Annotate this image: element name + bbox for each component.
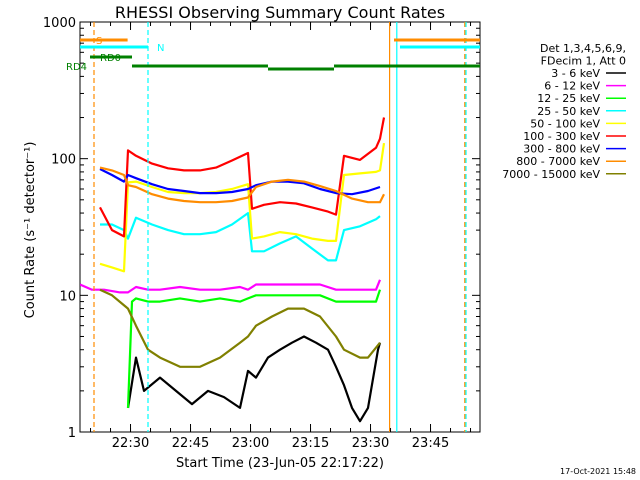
ticks-layer: 22:30 22:45 23:00 23:15 23:30 23:45 1 10 100 1000 — [43, 16, 480, 451]
series-line-6 — [99, 168, 381, 196]
y-tick-label-1: 10 — [59, 289, 76, 304]
x-tick-label-5: 23:45 — [412, 436, 449, 451]
flag-label-rd4: RD4 — [66, 62, 87, 73]
legend-label-3: 25 - 50 keV — [537, 105, 600, 118]
legend-label-6: 300 - 800 keV — [523, 143, 600, 156]
legend: Det 1,3,4,5,6,9,FDecim 1, Att 03 - 6 keV… — [502, 42, 626, 181]
plot-border — [79, 21, 481, 433]
flag-label-s: S — [96, 36, 102, 47]
chart-title: RHESSI Observing Summary Count Rates — [115, 3, 445, 22]
series-line-3 — [100, 212, 381, 262]
legend-label-8: 7000 - 15000 keV — [502, 168, 600, 181]
series-line-0 — [126, 335, 382, 423]
plot-frame — [79, 21, 481, 433]
x-tick-label-2: 23:00 — [232, 436, 269, 451]
legend-label-2: 12 - 25 keV — [537, 92, 600, 105]
series-line-8 — [99, 288, 381, 368]
legend-label-7: 800 - 7000 keV — [516, 155, 600, 168]
legend-header-1: FDecim 1, Att 0 — [541, 55, 626, 68]
y-tick-label-2: 100 — [51, 153, 76, 168]
series-line-1 — [80, 279, 382, 294]
series-line-2 — [126, 289, 382, 408]
flag-label-n: N — [157, 43, 164, 54]
series-line-5 — [99, 117, 386, 238]
legend-label-4: 50 - 100 keV — [530, 117, 600, 130]
y-tick-label-3: 1000 — [43, 16, 76, 31]
x-tick-label-0: 22:30 — [112, 436, 149, 451]
series-line-4 — [99, 142, 386, 273]
annotation-layer — [80, 22, 480, 432]
x-tick-label-4: 23:30 — [352, 436, 389, 451]
x-tick-label-1: 22:45 — [172, 436, 209, 451]
series-layer — [80, 117, 386, 423]
y-axis-label: Count Rate (s⁻¹ detector⁻¹) — [23, 142, 38, 319]
x-tick-label-3: 23:15 — [292, 436, 329, 451]
footer-date: 17-Oct-2021 15:48 — [560, 467, 636, 476]
legend-header-0: Det 1,3,4,5,6,9, — [540, 42, 626, 55]
legend-label-5: 100 - 300 keV — [523, 130, 600, 143]
x-axis-label: Start Time (23-Jun-05 22:17:22) — [176, 456, 384, 471]
flag-label-rd0: RD0 — [100, 53, 121, 64]
y-tick-label-0: 1 — [68, 426, 76, 441]
legend-label-1: 6 - 12 keV — [544, 80, 600, 93]
legend-label-0: 3 - 6 keV — [551, 67, 600, 80]
series-line-7 — [99, 166, 385, 204]
